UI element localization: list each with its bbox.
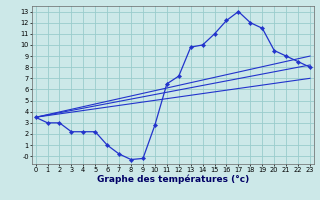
X-axis label: Graphe des températures (°c): Graphe des températures (°c) bbox=[97, 175, 249, 184]
